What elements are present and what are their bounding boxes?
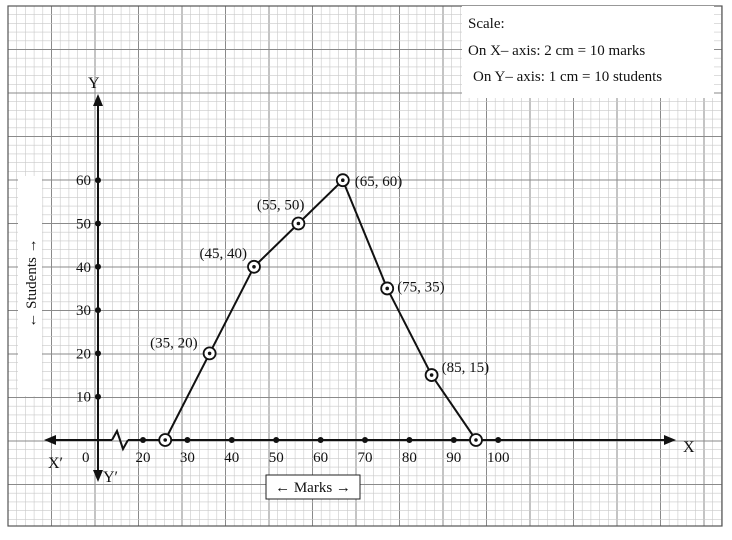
y-axis-arrow-up bbox=[93, 94, 103, 106]
data-point-center bbox=[163, 438, 167, 442]
axis-letter-y: Y bbox=[88, 75, 100, 92]
scale-note-title: Scale: bbox=[468, 16, 505, 32]
y-tick-label: 40 bbox=[76, 260, 91, 276]
x-axis-break bbox=[111, 428, 129, 452]
x-axis-arrow-right bbox=[664, 435, 676, 445]
x-axis-arrow-left bbox=[44, 435, 56, 445]
data-point-center bbox=[207, 351, 212, 356]
scale-note-x: On X– axis: 2 cm = 10 marks bbox=[468, 43, 645, 59]
y-tick-label: 60 bbox=[76, 173, 91, 189]
x-tick-dot bbox=[140, 437, 146, 443]
x-tick-label: 40 bbox=[224, 450, 239, 466]
x-tick-dot bbox=[406, 437, 413, 443]
y-tick-dot bbox=[95, 263, 101, 270]
axes bbox=[44, 94, 676, 482]
y-tick-dot bbox=[95, 307, 101, 314]
x-tick-dot bbox=[495, 437, 502, 443]
data-point-center bbox=[429, 373, 434, 377]
grid-border bbox=[7, 5, 723, 527]
origin-label: 0 bbox=[82, 450, 90, 466]
scale-note-box bbox=[462, 6, 714, 98]
y-tick-dot bbox=[95, 220, 101, 227]
frequency-polygon-line bbox=[164, 179, 477, 441]
x-tick-dot bbox=[450, 437, 457, 443]
data-point-center bbox=[474, 438, 478, 442]
y-axis-title: ← Students → bbox=[24, 238, 40, 327]
axis-letter-y-neg: Y′ bbox=[103, 469, 118, 486]
axis-ticks: 20 30 40 50 60 70 80 90 100 10 20 30 40 50 60 bbox=[76, 173, 509, 466]
data-point-center bbox=[385, 286, 390, 291]
y-axis-arrow-down bbox=[93, 470, 103, 482]
y-tick-label: 30 bbox=[76, 303, 91, 319]
x-tick-label: 50 bbox=[269, 450, 284, 466]
y-tick-dot bbox=[95, 177, 101, 184]
x-tick-label: 70 bbox=[358, 450, 373, 466]
x-tick-label: 90 bbox=[446, 450, 461, 466]
x-axis-title: ← Marks → bbox=[275, 480, 351, 496]
xlabel-box bbox=[265, 474, 361, 500]
data-point-center bbox=[252, 265, 256, 269]
data-point-center bbox=[341, 178, 345, 182]
x-tick-label: 60 bbox=[313, 450, 328, 466]
x-tick-dot bbox=[228, 437, 235, 443]
x-tick-dot bbox=[362, 437, 368, 443]
data-point-label: (55, 50) bbox=[257, 198, 305, 214]
ylabel-box bbox=[18, 176, 42, 396]
x-tick-dot bbox=[184, 437, 191, 443]
data-point-label: (65, 60) bbox=[355, 174, 403, 190]
data-labels: (35, 20) (45, 40) (55, 50) (65, 60) (75, 35)… bbox=[150, 174, 489, 376]
data-point-center bbox=[296, 221, 301, 226]
axis-letter-x-neg: X′ bbox=[48, 455, 63, 472]
scale-note-y: On Y– axis: 1 cm = 10 students bbox=[473, 69, 662, 85]
y-tick-dot bbox=[95, 350, 101, 357]
x-tick-label: 100 bbox=[487, 450, 510, 466]
x-tick-label: 30 bbox=[180, 450, 195, 466]
axis-letter-x: X bbox=[683, 439, 695, 456]
x-tick-label: 20 bbox=[136, 450, 151, 466]
data-point-label: (45, 40) bbox=[200, 246, 248, 262]
y-tick-dot bbox=[95, 393, 101, 400]
x-tick-dot bbox=[273, 437, 280, 443]
data-series bbox=[158, 173, 483, 447]
y-tick-label: 10 bbox=[76, 390, 91, 406]
data-point-label: (75, 35) bbox=[397, 279, 445, 295]
y-tick-label: 50 bbox=[76, 217, 91, 233]
x-tick-dot bbox=[317, 437, 324, 443]
data-point-label: (85, 15) bbox=[442, 360, 490, 376]
data-point-label: (35, 20) bbox=[150, 335, 198, 351]
y-tick-label: 20 bbox=[76, 346, 91, 362]
x-tick-label: 80 bbox=[402, 450, 417, 466]
